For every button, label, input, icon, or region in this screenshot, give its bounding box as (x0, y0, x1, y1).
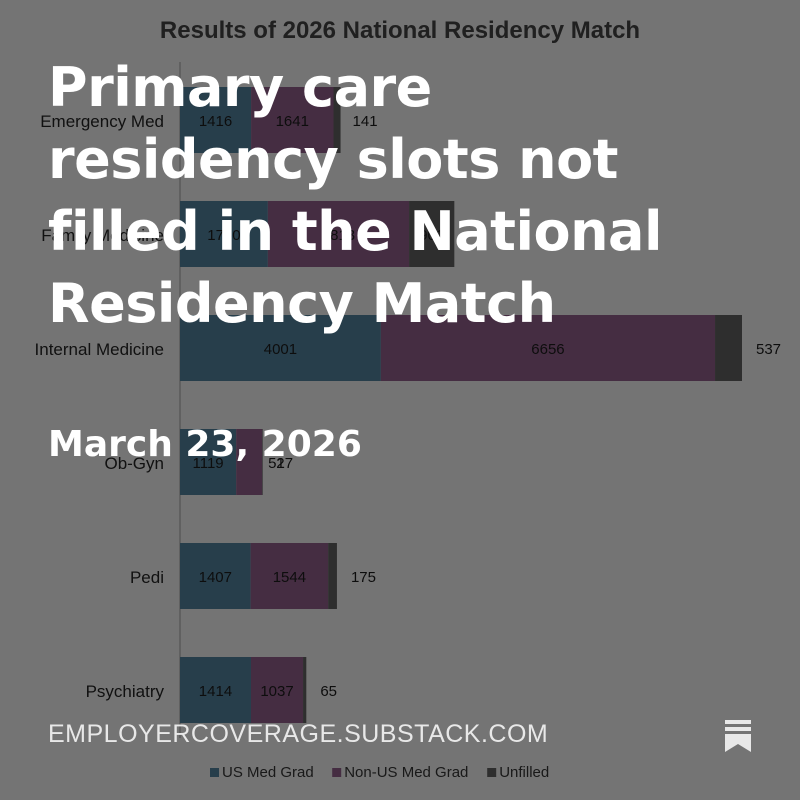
post-date: March 23, 2026 (48, 424, 362, 465)
bookmark-icon[interactable] (724, 720, 752, 757)
site-url[interactable]: EMPLOYERCOVERAGE.SUBSTACK.COM (48, 720, 549, 748)
headline: Primary care residency slots not filled … (48, 56, 662, 335)
